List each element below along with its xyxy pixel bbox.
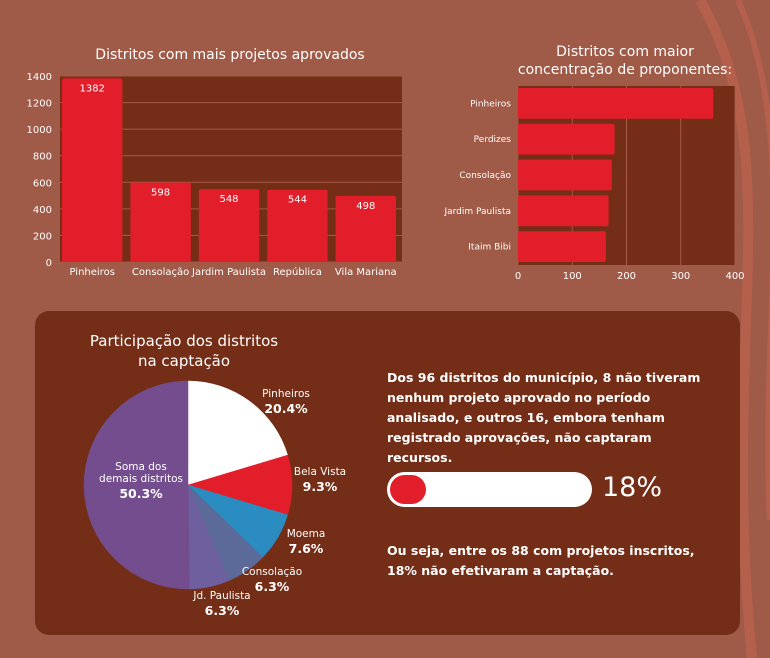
bar — [518, 123, 615, 155]
bar — [198, 189, 260, 262]
bar — [130, 182, 191, 262]
x-tick-label: 0 — [515, 271, 521, 282]
x-tick-label: Jardim Paulista — [191, 267, 266, 278]
bar — [518, 195, 609, 227]
progress-value: 18% — [602, 472, 663, 503]
pie-value-label: 50.3% — [119, 486, 163, 501]
pie-value-label: 20.4% — [264, 401, 308, 416]
bar-value-label: 498 — [356, 201, 375, 212]
bar-chart: 0 200 400 600 800 1000 1200 1400 1382 Pinheiros 59… — [27, 72, 402, 278]
bar-value-label: 544 — [288, 195, 307, 206]
bar — [518, 159, 612, 191]
x-tick-label: Pinheiros — [69, 267, 114, 278]
x-tick-label: República — [273, 266, 322, 278]
y-tick-label: 400 — [33, 205, 52, 216]
bottom-panel: Participação dos distritos na captação P… — [35, 311, 740, 635]
bar — [518, 231, 606, 262]
x-tick-label: 400 — [725, 271, 744, 282]
pie-slice — [187, 380, 288, 486]
pie-slice-label: Jd. Paulista — [192, 590, 250, 602]
y-tick-label: Perdizes — [474, 135, 512, 145]
y-tick-label: 1000 — [27, 125, 52, 136]
pie-value-label: 9.3% — [303, 479, 338, 494]
bar — [518, 88, 714, 119]
bar-chart-title: Distritos com mais projetos aprovados — [95, 47, 365, 63]
pie-chart-title: Participação dos distritos na captação — [89, 332, 279, 370]
bar-value-label: 548 — [219, 194, 238, 205]
y-tick-label: 1400 — [27, 72, 52, 83]
y-tick-label: 0 — [46, 258, 52, 269]
y-tick-label: Jardim Paulista — [443, 207, 511, 217]
bar — [267, 189, 328, 262]
x-tick-label: 200 — [617, 271, 636, 282]
y-tick-label: 1200 — [27, 99, 52, 110]
bar-value-label: 598 — [151, 188, 170, 199]
x-tick-label: Consolação — [132, 267, 189, 278]
pie-value-label: 6.3% — [205, 603, 240, 618]
pie-slice — [83, 380, 190, 590]
y-tick-label: 800 — [33, 152, 52, 163]
x-tick-label: 300 — [671, 271, 690, 282]
progress-fill — [390, 475, 426, 504]
pie-slice-label: Soma dos — [115, 461, 167, 473]
x-tick-label: Vila Mariana — [335, 267, 397, 278]
bar-value-label: 1382 — [79, 83, 104, 94]
x-tick-label: 100 — [563, 271, 582, 282]
y-tick-label: Consolação — [459, 171, 511, 181]
pie-slice-label: Moema — [287, 528, 326, 540]
pie-value-label: 6.3% — [255, 579, 290, 594]
y-tick-label: 600 — [33, 178, 52, 189]
bar — [335, 195, 396, 262]
y-tick-label: 200 — [33, 231, 52, 242]
pie-slice-label: Bela Vista — [294, 466, 346, 478]
pie-value-label: 7.6% — [289, 541, 324, 556]
info-paragraph-2: Ou seja, entre os 88 com projetos inscri… — [387, 543, 695, 578]
y-tick-label: Itaim Bibi — [468, 243, 511, 253]
hbar-chart-title: Distritos com maior concentração de prop… — [517, 44, 733, 78]
pie-slice-label: Consolação — [242, 566, 302, 578]
bar — [62, 78, 123, 263]
y-tick-label: Pinheiros — [470, 99, 511, 109]
pie-slice-label: Pinheiros — [262, 388, 310, 400]
progress-bar — [387, 472, 592, 507]
info-paragraph-1: Dos 96 distritos do município, 8 não tiv… — [387, 370, 701, 465]
hbar-chart: 0 100 200 300 400 Pinheiros Perdizes Consolação… — [443, 86, 745, 282]
pie-slice-label: demais distritos — [99, 473, 183, 485]
